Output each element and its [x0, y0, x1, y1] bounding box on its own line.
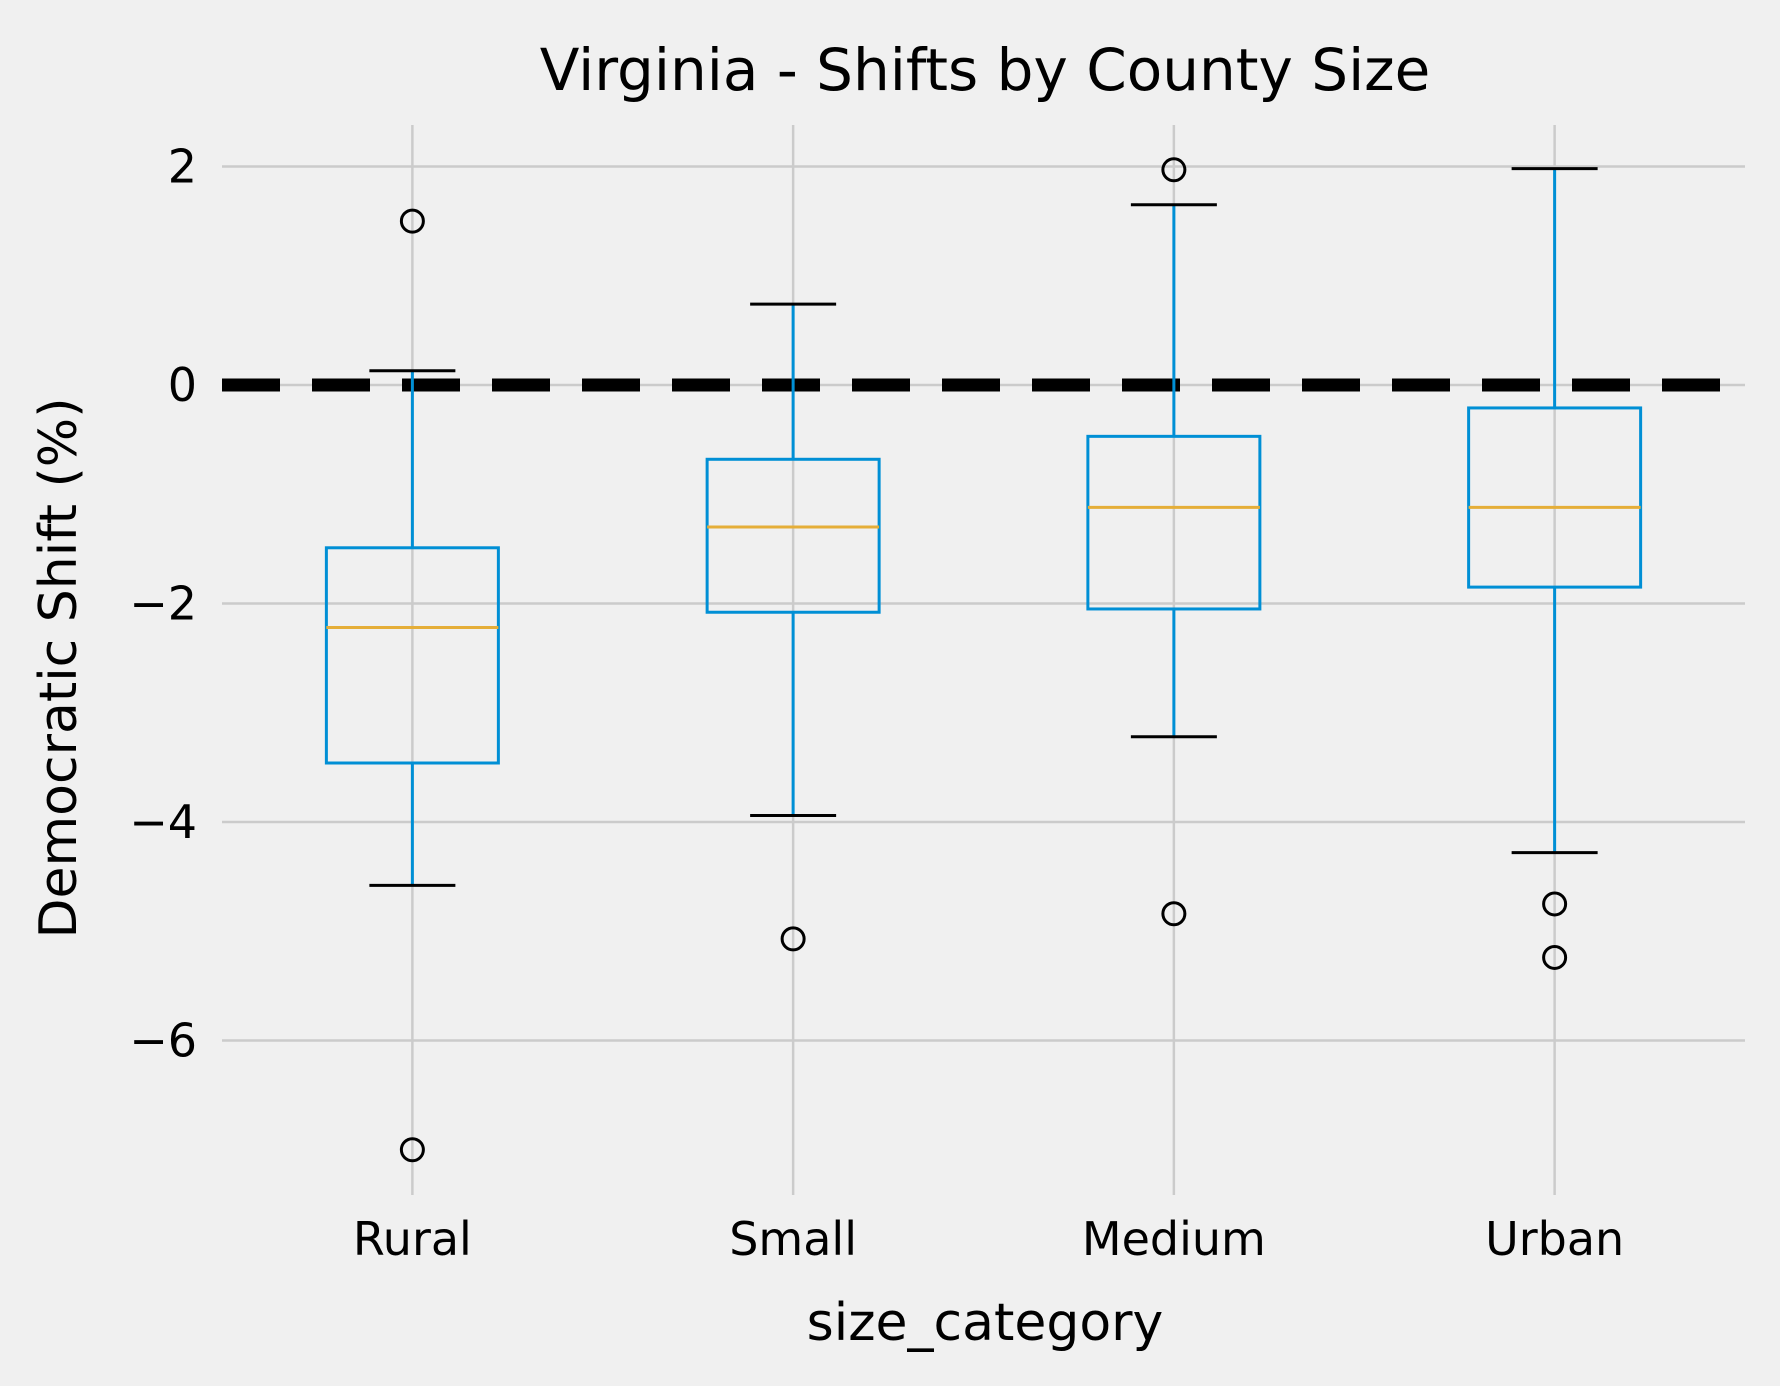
- outlier-medium-0: [1161, 157, 1187, 183]
- y-tick-label-4: 2: [168, 140, 197, 194]
- outlier-urban-1: [1542, 944, 1568, 970]
- x-tick-label-medium: Medium: [1082, 1212, 1266, 1266]
- y-tick-label-0: −6: [129, 1014, 197, 1068]
- iqr-box-medium: [1086, 434, 1262, 611]
- outlier-urban-0: [1542, 891, 1568, 917]
- outlier-rural-0: [399, 208, 425, 234]
- x-tick-label-rural: Rural: [353, 1212, 472, 1266]
- box-urban: [1467, 167, 1643, 970]
- outlier-small-0: [780, 926, 806, 952]
- x-tick-labels: Rural Small Medium Urban: [353, 1212, 1624, 1266]
- outlier-medium-1: [1161, 901, 1187, 927]
- iqr-box-small: [705, 457, 881, 614]
- chart-title: Virginia - Shifts by County Size: [540, 36, 1431, 104]
- box-medium: [1086, 157, 1262, 927]
- x-tick-label-small: Small: [729, 1212, 857, 1266]
- iqr-box-urban: [1467, 406, 1643, 589]
- box-rural: [324, 208, 500, 1163]
- outlier-rural-1: [399, 1137, 425, 1163]
- y-tick-label-2: −2: [129, 577, 197, 631]
- x-axis-label: size_category: [807, 1293, 1164, 1353]
- boxes-group: [324, 157, 1643, 1163]
- y-axis-label: Democratic Shift (%): [29, 398, 89, 939]
- y-tick-label-1: −4: [129, 795, 197, 849]
- y-tick-label-3: 0: [168, 358, 197, 412]
- y-tick-labels: −6 −4 −2 0 2: [129, 140, 197, 1068]
- x-tick-label-urban: Urban: [1485, 1212, 1624, 1266]
- iqr-box-rural: [324, 546, 500, 765]
- box-small: [705, 302, 881, 952]
